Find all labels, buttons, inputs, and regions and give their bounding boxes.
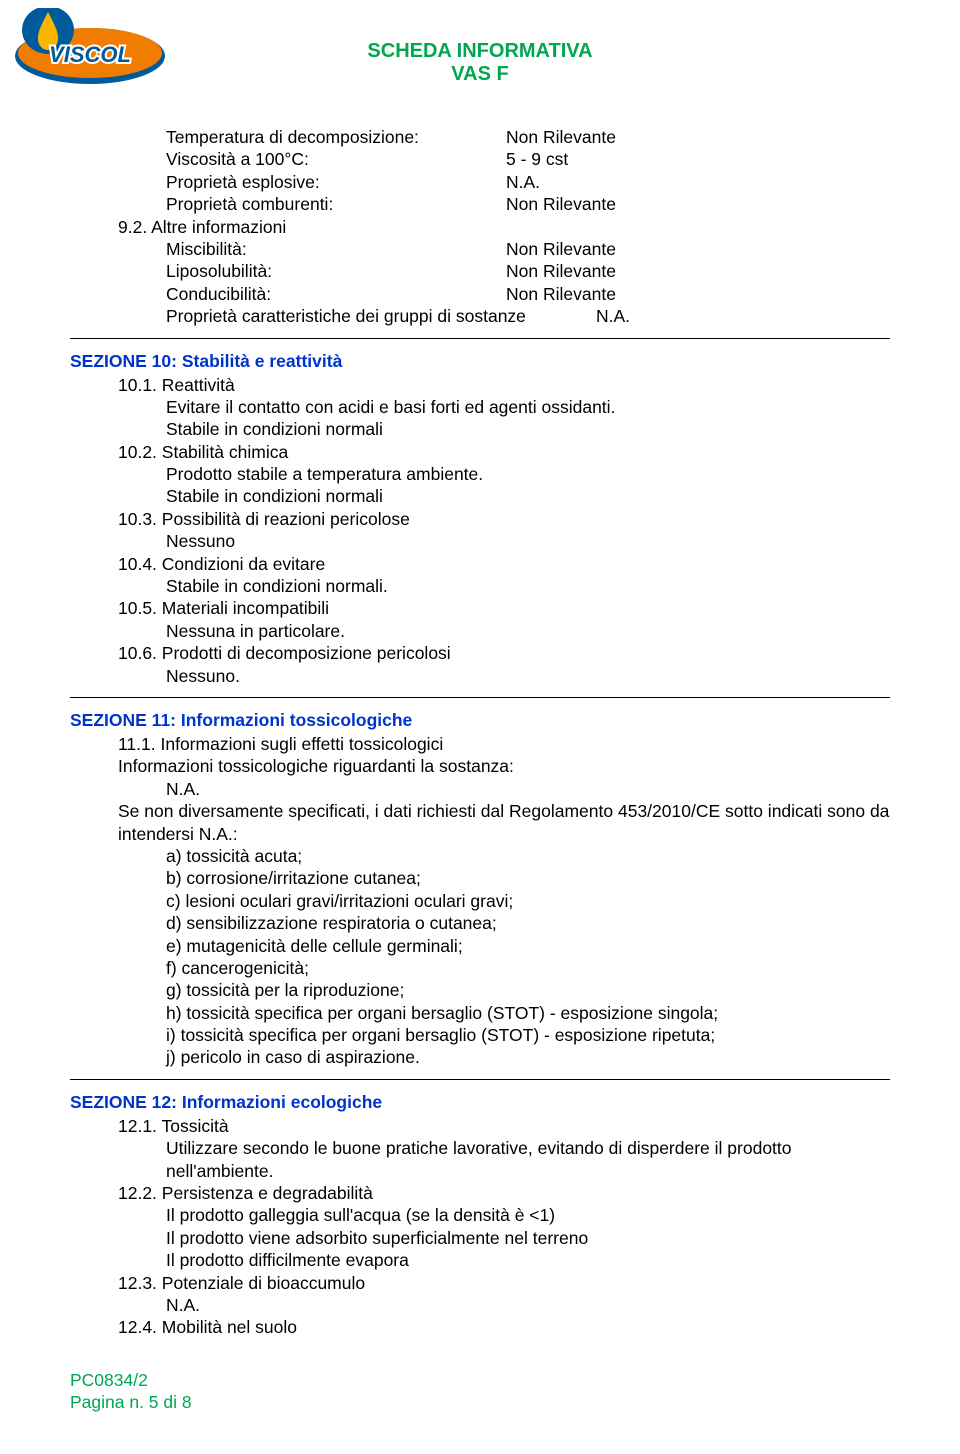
row-label: Conducibilità:	[166, 283, 506, 305]
sec11-para: Se non diversamente specificati, i dati …	[70, 800, 890, 845]
row-label: Proprietà caratteristiche dei gruppi di …	[166, 305, 596, 327]
sec12-item-line: Il prodotto viene adsorbito superficialm…	[70, 1227, 890, 1249]
sec10-item-heading: 10.6. Prodotti di decomposizione pericol…	[70, 642, 890, 664]
sec11-na: N.A.	[70, 778, 890, 800]
sec12-item-heading: 12.4. Mobilità nel suolo	[70, 1316, 890, 1338]
sec10-item-line: Nessuna in particolare.	[70, 620, 890, 642]
footer-page: Pagina n. 5 di 8	[70, 1391, 890, 1413]
sec11-list-item: g) tossicità per la riproduzione;	[166, 979, 890, 1001]
row-label: Proprietà comburenti:	[166, 193, 506, 215]
sec12-title: SEZIONE 12: Informazioni ecologiche	[70, 1092, 890, 1113]
row-label: Temperatura di decomposizione:	[166, 126, 506, 148]
sec11-list-item: e) mutagenicità delle cellule germinali;	[166, 935, 890, 957]
sec12-item-heading: 12.1. Tossicità	[70, 1115, 890, 1137]
sec10-item-heading: 10.4. Condizioni da evitare	[70, 553, 890, 575]
sec10-item-line: Stabile in condizioni normali.	[70, 575, 890, 597]
sec11-list-item: b) corrosione/irritazione cutanea;	[166, 867, 890, 889]
sec10-item-line: Nessuno	[70, 530, 890, 552]
sec11-list-item: h) tossicità specifica per organi bersag…	[166, 1002, 890, 1024]
sec10-item-heading: 10.2. Stabilità chimica	[70, 441, 890, 463]
sec10-item-line: Stabile in condizioni normali	[70, 485, 890, 507]
sec10-item-heading: 10.3. Possibilità di reazioni pericolose	[70, 508, 890, 530]
row-value: N.A.	[596, 305, 890, 327]
separator	[70, 1079, 890, 1080]
sec9-rows2: Miscibilità:Non Rilevante Liposolubilità…	[70, 238, 890, 328]
row-label: Liposolubilità:	[166, 260, 506, 282]
sec11-sub: 11.1. Informazioni sugli effetti tossico…	[70, 733, 890, 755]
sec11-title: SEZIONE 11: Informazioni tossicologiche	[70, 710, 890, 731]
sec12-item-line: Il prodotto difficilmente evapora	[70, 1249, 890, 1271]
separator	[70, 697, 890, 698]
sec10-item-heading: 10.5. Materiali incompatibili	[70, 597, 890, 619]
sec10-item-heading: 10.1. Reattività	[70, 374, 890, 396]
sec12-item-line: Il prodotto galleggia sull'acqua (se la …	[70, 1204, 890, 1226]
logo: VISCOL	[10, 8, 170, 103]
sec10-item-line: Nessuno.	[70, 665, 890, 687]
sec11-line1: Informazioni tossicologiche riguardanti …	[70, 755, 890, 777]
sec12-item-line: Utilizzare secondo le buone pratiche lav…	[70, 1137, 890, 1182]
sec12-item-heading: 12.3. Potenziale di bioaccumulo	[70, 1272, 890, 1294]
sec12-item-heading: 12.2. Persistenza e degradabilità	[70, 1182, 890, 1204]
sec11-list-item: f) cancerogenicità;	[166, 957, 890, 979]
sec11-list-item: a) tossicità acuta;	[166, 845, 890, 867]
sec11-list-item: i) tossicità specifica per organi bersag…	[166, 1024, 890, 1046]
sec12-item-line: N.A.	[70, 1294, 890, 1316]
row-value: 5 - 9 cst	[506, 148, 890, 170]
sec11-list-item: j) pericolo in caso di aspirazione.	[166, 1046, 890, 1068]
sec10-item-line: Stabile in condizioni normali	[70, 418, 890, 440]
sec10-title: SEZIONE 10: Stabilità e reattività	[70, 351, 890, 372]
sec10-item-line: Prodotto stabile a temperatura ambiente.	[70, 463, 890, 485]
row-value: Non Rilevante	[506, 283, 890, 305]
row-label: Proprietà esplosive:	[166, 171, 506, 193]
footer-code: PC0834/2	[70, 1369, 890, 1391]
doc-title: SCHEDA INFORMATIVA	[70, 40, 890, 63]
sec11-list-item: d) sensibilizzazione respiratoria o cuta…	[166, 912, 890, 934]
svg-text:VISCOL: VISCOL	[49, 42, 131, 67]
row-label: Miscibilità:	[166, 238, 506, 260]
row-value: Non Rilevante	[506, 238, 890, 260]
doc-subtitle: VAS F	[70, 63, 890, 86]
row-label: Viscosità a 100°C:	[166, 148, 506, 170]
sec9-rows: Temperatura di decomposizione:Non Rileva…	[70, 126, 890, 216]
row-value: Non Rilevante	[506, 126, 890, 148]
separator	[70, 338, 890, 339]
sec10-item-line: Evitare il contatto con acidi e basi for…	[70, 396, 890, 418]
row-value: Non Rilevante	[506, 193, 890, 215]
row-value: Non Rilevante	[506, 260, 890, 282]
sub-9-2: 9.2. Altre informazioni	[70, 216, 890, 238]
sec11-list-item: c) lesioni oculari gravi/irritazioni ocu…	[166, 890, 890, 912]
row-value: N.A.	[506, 171, 890, 193]
